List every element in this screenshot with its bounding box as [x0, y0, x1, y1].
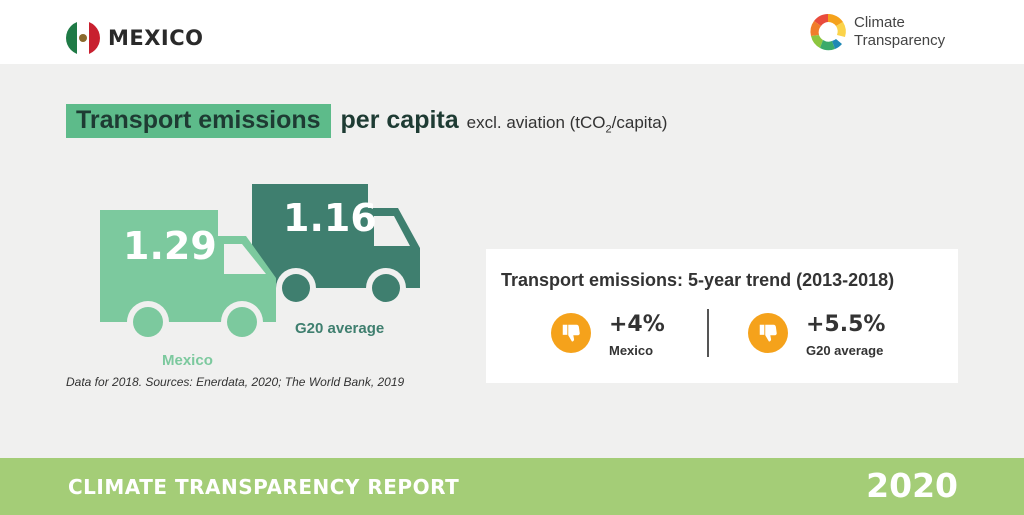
g20-truck-icon	[252, 184, 420, 308]
main-panel: Transport emissions per capita excl. avi…	[0, 64, 1024, 458]
g20-label: G20 average	[295, 320, 385, 337]
title-unit-subscript: 2	[605, 123, 612, 136]
thumbs-down-icon	[748, 313, 788, 353]
trend-card: Transport emissions: 5-year trend (2013-…	[486, 249, 958, 383]
source-note: Data for 2018. Sources: Enerdata, 2020; …	[66, 375, 405, 389]
page-title: Transport emissions per capita excl. avi…	[66, 104, 667, 138]
trend-item-mexico: +4% Mexico	[551, 313, 665, 358]
trend-name: Mexico	[609, 343, 654, 358]
brand-name: Climate Transparency	[854, 14, 945, 50]
trend-item-g20: +5.5% G20 average	[748, 313, 885, 358]
brand: Climate Transparency	[808, 12, 945, 52]
climate-transparency-logo-icon	[810, 13, 846, 51]
title-highlight: Transport emissions	[66, 104, 331, 138]
header: MEXICO Climate Transparency	[0, 0, 1024, 64]
trucks-illustration	[100, 184, 420, 343]
trend-name: G20 average	[806, 343, 884, 358]
trend-value: +5.5%	[806, 312, 886, 337]
title-bold: per capita	[340, 106, 459, 134]
footer: CLIMATE TRANSPARENCY REPORT 2020	[0, 458, 1024, 515]
mexico-flag-icon	[66, 21, 100, 55]
report-name: CLIMATE TRANSPARENCY REPORT	[68, 475, 460, 499]
divider	[707, 309, 709, 357]
brand-line-2: Transparency	[854, 32, 946, 49]
country-badge: MEXICO	[66, 20, 204, 56]
title-unit: excl. aviation (tCO2/capita)	[467, 113, 668, 135]
trend-text-mexico: +4% Mexico	[609, 312, 665, 359]
thumbs-down-icon	[551, 313, 591, 353]
report-year: 2020	[866, 466, 958, 505]
truck-comparison: 1.29 1.16 Mexico G20 average	[90, 174, 450, 374]
mexico-value: 1.29	[123, 224, 217, 268]
title-unit-prefix: excl. aviation (tCO	[466, 113, 606, 132]
mexico-label: Mexico	[162, 352, 213, 369]
trend-text-g20: +5.5% G20 average	[806, 312, 886, 359]
trend-title: Transport emissions: 5-year trend (2013-…	[501, 270, 895, 290]
brand-line-1: Climate	[854, 14, 905, 31]
trend-value: +4%	[609, 312, 665, 337]
g20-value: 1.16	[283, 196, 377, 240]
title-unit-suffix: /capita)	[611, 113, 668, 132]
country-name: MEXICO	[108, 26, 204, 50]
mexico-truck-icon	[100, 210, 276, 343]
